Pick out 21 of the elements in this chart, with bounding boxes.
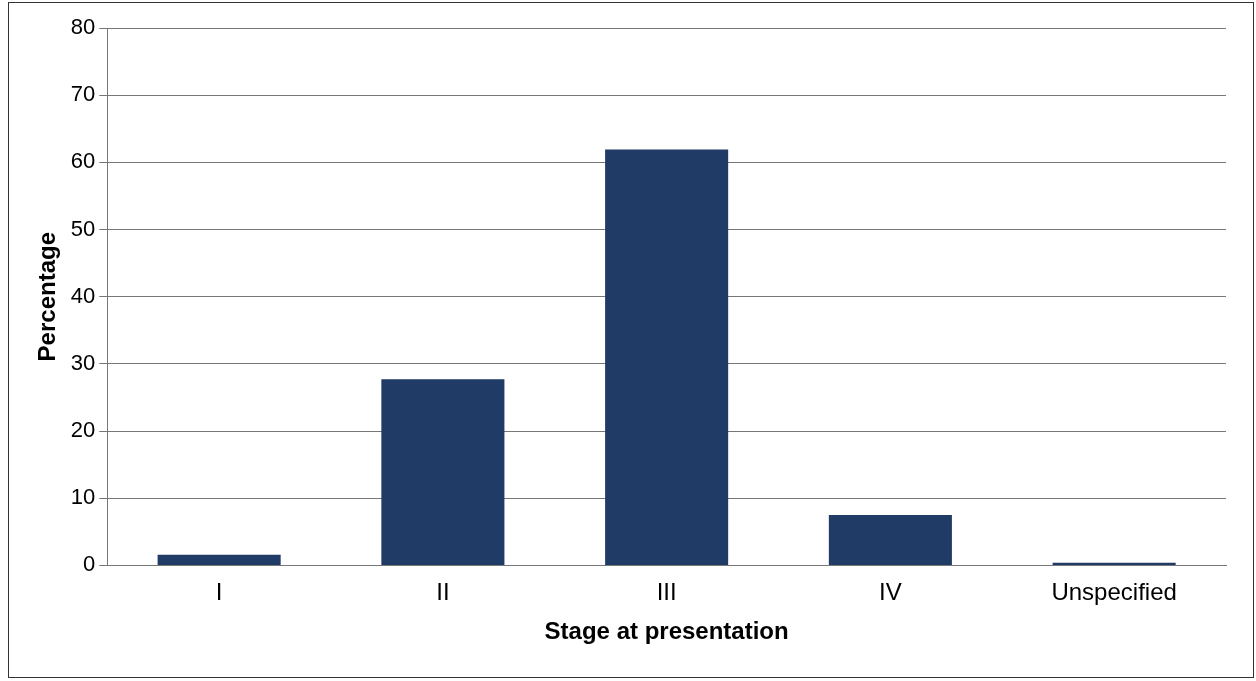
x-tick-label: II [436,578,450,606]
x-tick-label: III [656,578,677,606]
y-axis-title: Percentage [33,232,61,362]
x-tick-label: I [215,578,223,606]
y-tick-label: 40 [70,282,96,308]
bar [828,515,952,565]
y-tick-label: 10 [70,484,96,510]
bar [1052,562,1176,565]
y-tick-label: 50 [70,215,96,241]
x-tick-label: Unspecified [1051,578,1177,606]
y-tick-label: 30 [70,349,96,375]
bar [381,379,505,565]
bar [157,554,281,565]
y-tick-label: 70 [70,81,96,107]
y-tick-label: 80 [70,14,96,40]
y-tick-label: 0 [83,551,96,577]
x-tick-label: IV [879,578,902,606]
y-tick-label: 20 [70,417,96,443]
y-tick-label: 60 [70,148,96,174]
x-axis-title: Stage at presentation [544,617,789,645]
bar [605,149,729,565]
